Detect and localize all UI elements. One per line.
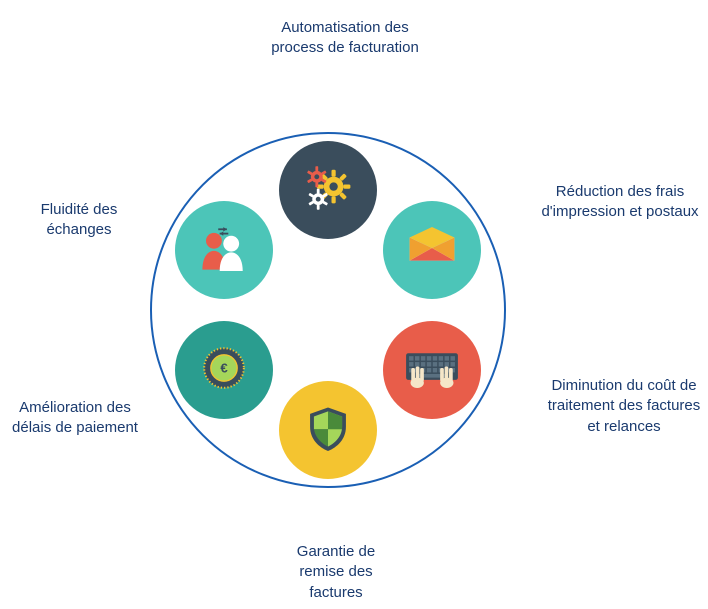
label-diminution: Diminution du coût de traitement des fac…: [540, 376, 708, 437]
node-reduction: [383, 201, 481, 299]
label-fluidite: Fluidité des échanges: [24, 200, 134, 241]
node-automation: [279, 141, 377, 239]
envelope-icon: [397, 213, 467, 288]
label-amelioration: Amélioration des délais de paiement: [10, 398, 140, 439]
node-amelioration: €: [175, 321, 273, 419]
people-icon: [188, 212, 260, 289]
keyboard-icon: [395, 331, 469, 410]
coin-icon: €: [191, 335, 257, 406]
svg-text:€: €: [220, 360, 228, 375]
gears-icon: [293, 153, 363, 228]
shield-icon: [296, 396, 360, 465]
label-garantie: Garantie de remise des factures: [276, 542, 396, 603]
node-diminution: [383, 321, 481, 419]
label-reduction: Réduction des frais d'impression et post…: [540, 182, 700, 223]
node-garantie: [279, 381, 377, 479]
diagram-container: € Automatisation des process de facturat…: [0, 0, 708, 609]
label-automation: Automatisation des process de facturatio…: [260, 18, 430, 59]
node-fluidite: [175, 201, 273, 299]
